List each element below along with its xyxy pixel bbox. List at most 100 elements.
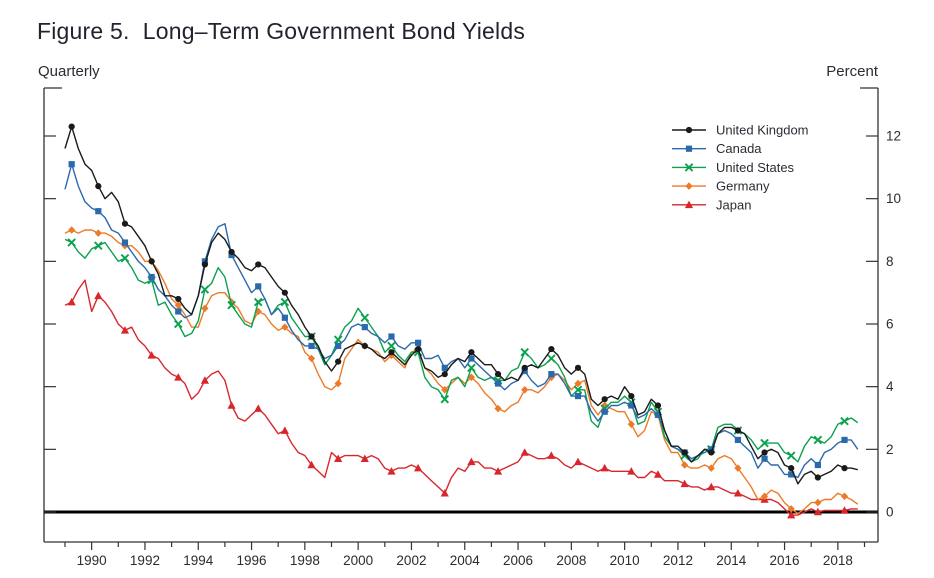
x-ticks: 1990 1992 1994 1996 1998 2000 2002 2004 2006 2008… — [64, 542, 866, 568]
marker-triangle — [547, 451, 556, 459]
marker-circle — [361, 342, 368, 350]
marker-circle — [308, 333, 315, 340]
marker-diamond — [787, 505, 795, 513]
marker-x — [387, 341, 396, 351]
marker-square — [521, 367, 528, 375]
marker-circle — [841, 465, 848, 472]
legend-label-germany: Germany — [716, 179, 770, 194]
marker-circle — [335, 358, 342, 365]
legend-label-japan: Japan — [716, 197, 751, 212]
marker-square — [308, 342, 315, 350]
legend-label-canada: Canada — [716, 141, 762, 156]
marker-triangle — [733, 489, 743, 497]
marker-triangle — [627, 467, 636, 475]
marker-square — [441, 364, 448, 371]
marker-diamond — [685, 182, 693, 190]
marker-x — [253, 297, 263, 307]
marker-square — [841, 436, 848, 444]
marker-square — [148, 273, 155, 281]
marker-triangle — [360, 454, 369, 463]
marker-triangle — [600, 463, 609, 472]
marker-circle — [681, 449, 688, 456]
y-tick-label-2: 2 — [886, 442, 894, 457]
marker-x — [94, 241, 103, 250]
marker-diamond — [681, 461, 689, 469]
marker-diamond — [281, 323, 289, 331]
marker-square — [175, 308, 182, 315]
x-tick-label-2002: 2002 — [396, 553, 426, 568]
marker-triangle — [174, 373, 183, 381]
marker-square — [201, 258, 209, 265]
marker-diamond — [441, 386, 449, 394]
marker-x — [840, 416, 849, 426]
series-line-united-states — [64, 238, 859, 463]
x-tick-label-2000: 2000 — [343, 553, 373, 568]
marker-x — [520, 347, 529, 357]
marker-circle — [468, 349, 475, 356]
marker-x — [684, 163, 694, 172]
series-line-japan — [64, 279, 858, 516]
x-tick-label-2008: 2008 — [556, 553, 586, 568]
marker-diamond — [627, 420, 635, 429]
legend-item-united-states: United States — [672, 160, 795, 175]
marker-triangle — [414, 463, 423, 472]
marker-triangle — [120, 326, 130, 334]
legend-item-canada: Canada — [672, 141, 762, 156]
marker-triangle — [227, 401, 236, 409]
marker-circle — [175, 295, 182, 303]
axes — [43, 87, 879, 543]
marker-diamond — [307, 354, 316, 363]
marker-triangle — [467, 457, 476, 466]
x-axis-caption-quarterly: Quarterly — [38, 63, 100, 80]
marker-triangle — [200, 376, 210, 384]
marker-square — [468, 355, 475, 362]
marker-circle — [574, 364, 582, 371]
marker-square — [228, 251, 235, 259]
marker-circle — [121, 220, 129, 227]
marker-square — [361, 324, 368, 331]
marker-triangle — [813, 507, 822, 516]
marker-square — [95, 208, 102, 215]
marker-circle — [415, 345, 422, 353]
marker-circle — [201, 261, 209, 268]
x-tick-label-1990: 1990 — [77, 553, 107, 568]
marker-x — [440, 394, 450, 404]
legend-item-japan: Japan — [672, 197, 751, 212]
marker-x — [227, 300, 236, 310]
marker-diamond — [94, 229, 102, 237]
legend-label-united-kingdom: United Kingdom — [716, 123, 809, 138]
marker-x — [280, 297, 290, 307]
marker-triangle — [440, 489, 449, 497]
marker-x — [786, 451, 796, 460]
marker-diamond — [574, 379, 582, 388]
marker-x — [573, 385, 583, 395]
marker-circle — [761, 449, 768, 456]
marker-square — [685, 145, 693, 152]
marker-triangle — [493, 467, 503, 475]
marker-diamond — [467, 373, 476, 382]
marker-square — [601, 408, 608, 415]
marker-diamond — [494, 404, 502, 413]
marker-square — [761, 455, 768, 462]
marker-diamond — [707, 464, 715, 472]
marker-triangle — [653, 470, 663, 478]
marker-diamond — [254, 307, 262, 316]
marker-square — [628, 402, 635, 409]
marker-square — [654, 411, 662, 418]
y-tick-label-10: 10 — [886, 191, 901, 206]
marker-square — [415, 339, 422, 346]
x-tick-label-1998: 1998 — [290, 553, 320, 568]
marker-diamond — [334, 379, 342, 388]
marker-circle — [734, 427, 742, 434]
marker-square — [281, 314, 288, 321]
marker-x — [173, 319, 183, 329]
marker-triangle — [280, 426, 289, 434]
figure-title: Figure 5. Long–Term Government Bond Yiel… — [37, 18, 526, 44]
marker-triangle — [520, 448, 529, 456]
marker-triangle — [684, 200, 694, 209]
marker-triangle — [254, 404, 263, 412]
x-tick-label-1992: 1992 — [130, 553, 160, 568]
marker-diamond — [68, 226, 76, 234]
